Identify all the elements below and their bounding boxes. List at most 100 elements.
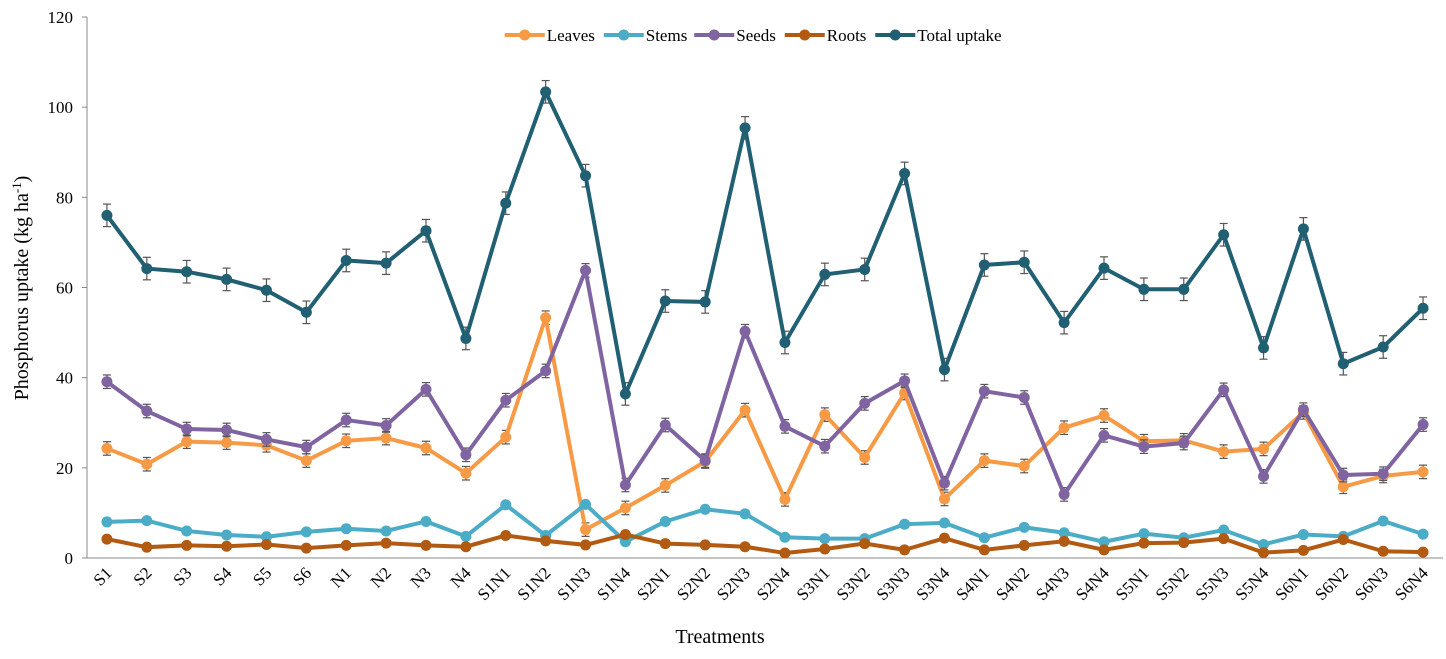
x-tick-label: S2N4: [753, 563, 794, 604]
data-point: [1297, 404, 1309, 416]
data-point: [580, 539, 592, 551]
data-point: [1297, 529, 1309, 541]
legend-item: Total uptake: [875, 26, 1002, 45]
data-point: [739, 541, 751, 553]
data-point: [1058, 317, 1070, 329]
data-point: [1058, 535, 1070, 547]
data-point: [699, 503, 711, 515]
x-tick-label: S5N2: [1152, 563, 1193, 604]
data-point: [779, 493, 791, 505]
data-point: [978, 455, 990, 467]
data-point: [340, 254, 352, 266]
x-tick-label: S3: [169, 563, 195, 589]
data-point: [1218, 384, 1230, 396]
data-point: [859, 451, 871, 463]
data-point: [938, 517, 950, 529]
data-point: [500, 394, 512, 406]
data-point: [938, 477, 950, 489]
data-point: [340, 414, 352, 426]
data-point: [580, 170, 592, 182]
x-tick-label: S5: [249, 563, 275, 589]
x-tick-label: S5N3: [1192, 563, 1233, 604]
data-point: [699, 539, 711, 551]
data-point: [420, 383, 432, 395]
data-point: [420, 539, 432, 551]
data-point: [819, 440, 831, 452]
data-point: [500, 431, 512, 443]
legend-label: Total uptake: [917, 26, 1001, 45]
data-point: [779, 531, 791, 543]
data-point: [659, 295, 671, 307]
data-point: [181, 423, 193, 435]
data-point: [300, 526, 312, 538]
data-point: [619, 388, 631, 400]
data-point: [101, 376, 113, 388]
data-point: [1178, 437, 1190, 449]
legend-marker: [519, 29, 531, 41]
y-tick-label: 120: [48, 8, 74, 27]
series-line: [106, 501, 1424, 547]
legend-label: Stems: [646, 26, 688, 45]
data-point: [540, 86, 552, 98]
data-point: [659, 538, 671, 550]
x-tick-label: S6N1: [1271, 563, 1312, 604]
data-point: [141, 541, 153, 553]
data-point: [1417, 546, 1429, 558]
data-point: [420, 442, 432, 454]
data-point: [1417, 466, 1429, 478]
data-point: [340, 539, 352, 551]
legend-marker: [799, 29, 811, 41]
data-point: [300, 542, 312, 554]
x-tick-label: S4N3: [1032, 563, 1073, 604]
data-point: [300, 455, 312, 467]
x-tick-label: S4N1: [952, 563, 993, 604]
series-line: [106, 309, 1424, 533]
y-tick-label: 20: [56, 459, 73, 478]
x-tick-label: S1: [90, 563, 116, 589]
x-tick-label: S1N1: [474, 563, 515, 604]
data-point: [580, 264, 592, 276]
data-point: [101, 533, 113, 545]
data-point: [141, 458, 153, 470]
y-axis-title-end: ): [11, 176, 33, 183]
data-point: [460, 332, 472, 344]
x-tick-label: S6: [289, 563, 315, 589]
legend-label: Roots: [827, 26, 867, 45]
data-point: [1337, 534, 1349, 546]
data-point: [380, 257, 392, 269]
data-point: [1098, 262, 1110, 274]
data-point: [619, 479, 631, 491]
data-point: [619, 502, 631, 514]
data-point: [1058, 488, 1070, 500]
data-point: [460, 541, 472, 553]
data-point: [779, 337, 791, 349]
x-tick-label: S1N4: [593, 563, 634, 604]
data-point: [141, 515, 153, 527]
x-tick-label: S6N3: [1351, 563, 1392, 604]
x-tick-label: S3N4: [912, 563, 953, 604]
y-tick-label: 80: [56, 188, 73, 207]
data-point: [380, 525, 392, 537]
data-point: [1337, 469, 1349, 481]
data-point: [859, 397, 871, 409]
data-point: [899, 518, 911, 530]
data-point: [380, 419, 392, 431]
data-point: [978, 385, 990, 397]
data-point: [1058, 422, 1070, 434]
data-point: [540, 365, 552, 377]
legend-item: Roots: [784, 26, 867, 45]
data-point: [101, 516, 113, 528]
data-point: [340, 435, 352, 447]
data-point: [1138, 528, 1150, 540]
data-point: [580, 524, 592, 536]
series-line: [105, 86, 1425, 401]
x-tick-label: S4: [209, 563, 235, 589]
data-point: [1018, 539, 1030, 551]
data-point: [340, 523, 352, 535]
data-point: [978, 259, 990, 271]
data-point: [1178, 537, 1190, 549]
data-point: [1337, 481, 1349, 493]
data-point: [1098, 429, 1110, 441]
data-point: [978, 532, 990, 544]
data-point: [500, 529, 512, 541]
